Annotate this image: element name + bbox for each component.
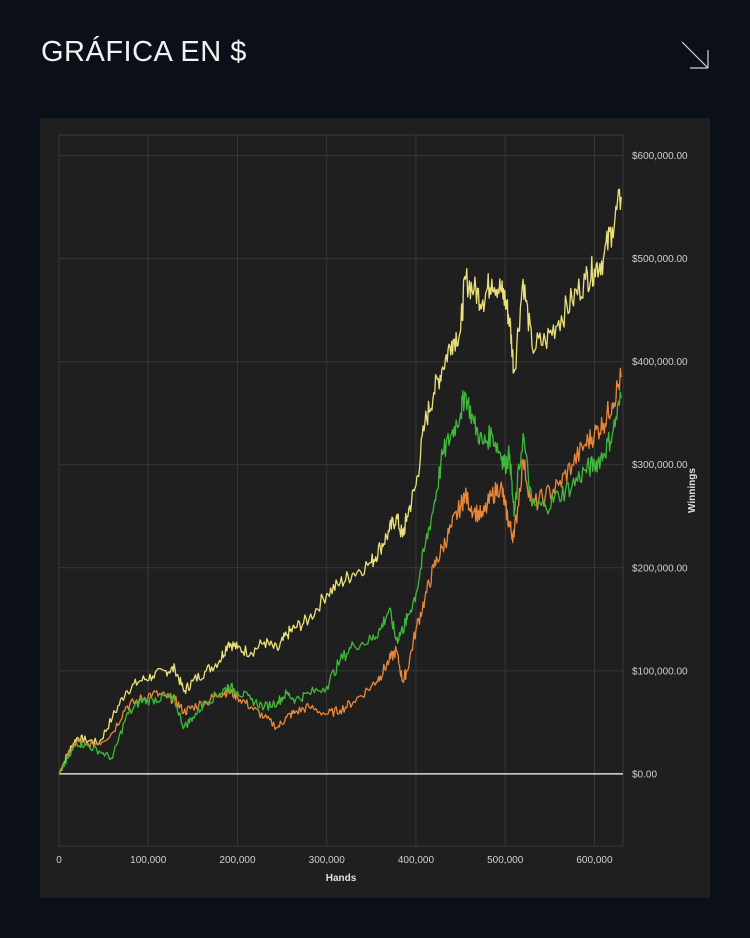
chart-panel: $0.00 $100,000.00 $200,000.00 $300,000.00 $4… [40, 118, 710, 898]
y-tick-label: $400,000.00 [632, 357, 688, 368]
series-line [58, 389, 622, 775]
plot-border [58, 134, 624, 847]
winnings-chart: $0.00 $100,000.00 $200,000.00 $300,000.00 $4… [56, 134, 698, 884]
y-tick-label: $300,000.00 [632, 460, 688, 471]
series-line [58, 367, 622, 775]
y-tick-label: $600,000.00 [632, 151, 688, 162]
x-tick-label: 500,000 [487, 855, 524, 866]
x-tick-label: 600,000 [576, 855, 613, 866]
series-line [58, 188, 622, 775]
x-tick-label: 0 [56, 855, 62, 866]
x-axis-title: Hands [326, 873, 357, 884]
chart-grid [58, 134, 624, 847]
y-tick-label: $0.00 [632, 769, 657, 780]
page-title: GRÁFICA EN $ [41, 36, 247, 68]
x-tick-label: 100,000 [130, 855, 167, 866]
y-tick-label: $500,000.00 [632, 254, 688, 265]
y-tick-label: $200,000.00 [632, 563, 688, 574]
y-tick-labels: $0.00 $100,000.00 $200,000.00 $300,000.00 $4… [632, 151, 688, 780]
y-axis-title: Winnings [687, 468, 698, 513]
x-tick-labels: 0 100,000 200,000 300,000 400,000 500,000 600,… [56, 855, 613, 866]
x-tick-label: 300,000 [309, 855, 346, 866]
x-tick-label: 400,000 [398, 855, 435, 866]
arrow-down-right-icon[interactable] [680, 40, 710, 70]
series-lines [58, 188, 622, 775]
y-tick-label: $100,000.00 [632, 666, 688, 677]
x-tick-label: 200,000 [219, 855, 256, 866]
